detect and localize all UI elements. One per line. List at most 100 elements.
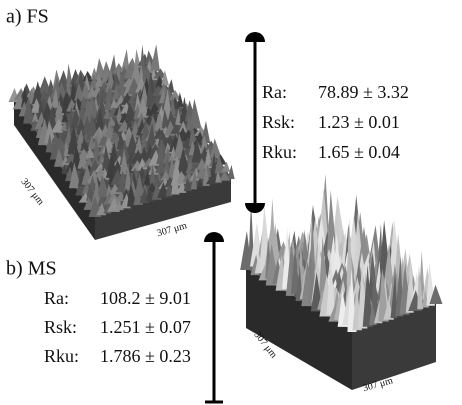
- axis-label: 307 μm: [156, 220, 189, 239]
- surface-part: [91, 152, 100, 166]
- surface-part: [23, 96, 36, 124]
- surface-part: [101, 60, 112, 77]
- surface-part: [51, 87, 59, 108]
- scale-bar: [204, 232, 224, 404]
- surface-part: [96, 202, 107, 216]
- surface-part: [163, 146, 172, 163]
- surface-part: [165, 184, 173, 197]
- surface-part: [210, 152, 217, 176]
- surface-part: [210, 138, 222, 158]
- surface-part: [60, 121, 68, 132]
- surface-part: [44, 120, 57, 144]
- surface-part: [191, 137, 203, 163]
- surface-part: [145, 122, 157, 150]
- metric-value: 1.251 ± 0.07: [100, 317, 191, 337]
- surface-part: [362, 264, 373, 327]
- surface-part: [227, 164, 235, 179]
- surface-part: [50, 118, 65, 133]
- surface-part: [196, 177, 204, 188]
- surface-part: [154, 160, 166, 173]
- surface-part: [68, 162, 81, 189]
- surface-part: [157, 182, 169, 198]
- metric-name: Rsk:: [262, 112, 295, 132]
- panel-label: b) MS: [6, 258, 57, 280]
- surface-part: [369, 302, 377, 325]
- surface-part: [221, 161, 231, 172]
- surface-part: [145, 50, 155, 64]
- surface-part: [150, 44, 160, 72]
- surface-part: [167, 155, 176, 179]
- surface-part: [96, 174, 111, 198]
- surface-part: [81, 181, 91, 194]
- metric-name: Rsk:: [44, 317, 77, 337]
- surface-part: [114, 104, 123, 125]
- surface-part: [137, 98, 150, 118]
- surface-part: [31, 80, 44, 105]
- surface-part: [176, 147, 191, 175]
- surface-part: [201, 120, 211, 144]
- surface-part: [326, 190, 338, 258]
- metric-name: Rku:: [44, 346, 79, 366]
- surface-part: [116, 130, 126, 150]
- surface-part: [302, 229, 310, 267]
- surface-part: [54, 148, 66, 167]
- metric-value: 108.2 ± 9.01: [100, 288, 191, 308]
- surface-part: [61, 111, 69, 123]
- surface-part: [118, 171, 128, 184]
- surface-part: [125, 101, 137, 121]
- surface-part: [190, 167, 198, 190]
- surface-part: [119, 139, 132, 166]
- surface-part: [119, 149, 129, 175]
- surface-part: [94, 108, 106, 130]
- surface-part: [89, 73, 98, 89]
- surface-part: [126, 114, 133, 130]
- surface-part: [160, 169, 170, 181]
- surface-part: [183, 177, 192, 192]
- surface-part: [104, 86, 115, 102]
- surface-part: [378, 268, 389, 322]
- surface-part: [189, 98, 202, 129]
- surface-part: [295, 264, 303, 301]
- surface-part: [370, 269, 380, 317]
- surface-part: [39, 89, 49, 103]
- surface-part: [155, 75, 163, 88]
- surface-part: [171, 166, 180, 195]
- surface-part: [156, 143, 167, 165]
- surface-part: [153, 68, 167, 79]
- surface-part: [112, 82, 119, 100]
- metric-value: 78.89 ± 3.32: [318, 82, 409, 102]
- surface-part: [94, 97, 108, 121]
- surface-part: [102, 117, 110, 128]
- surface-part: [246, 268, 352, 390]
- panel-label: a) FS: [6, 6, 49, 28]
- surface-part: [198, 145, 209, 161]
- surface-part: [176, 181, 187, 193]
- surface-part: [166, 109, 177, 127]
- surface-part: [121, 48, 130, 71]
- surface-part: [429, 284, 443, 304]
- surface-fs: [8, 44, 235, 240]
- metric-value: 1.23 ± 0.01: [318, 112, 400, 132]
- surface-part: [202, 163, 210, 186]
- surface-part: [75, 184, 85, 196]
- surface-part: [417, 265, 424, 310]
- surface-part: [65, 78, 72, 96]
- surface-part: [117, 119, 130, 132]
- surface-part: [124, 163, 132, 191]
- surface-part: [14, 100, 95, 240]
- surface-part: [85, 147, 96, 159]
- scale-bar: [245, 32, 265, 213]
- surface-part: [214, 154, 225, 174]
- axis-label: 307 μm: [18, 176, 46, 207]
- surface-part: [161, 70, 170, 86]
- surface-part: [163, 155, 170, 172]
- surface-part: [95, 177, 231, 240]
- surface-part: [54, 135, 67, 158]
- surface-part: [178, 120, 188, 133]
- metric-name: Ra:: [44, 288, 69, 308]
- surface-ms: [240, 173, 443, 390]
- surface-part: [76, 128, 85, 144]
- metric-name: Rku:: [262, 142, 297, 162]
- surface-part: [129, 58, 142, 86]
